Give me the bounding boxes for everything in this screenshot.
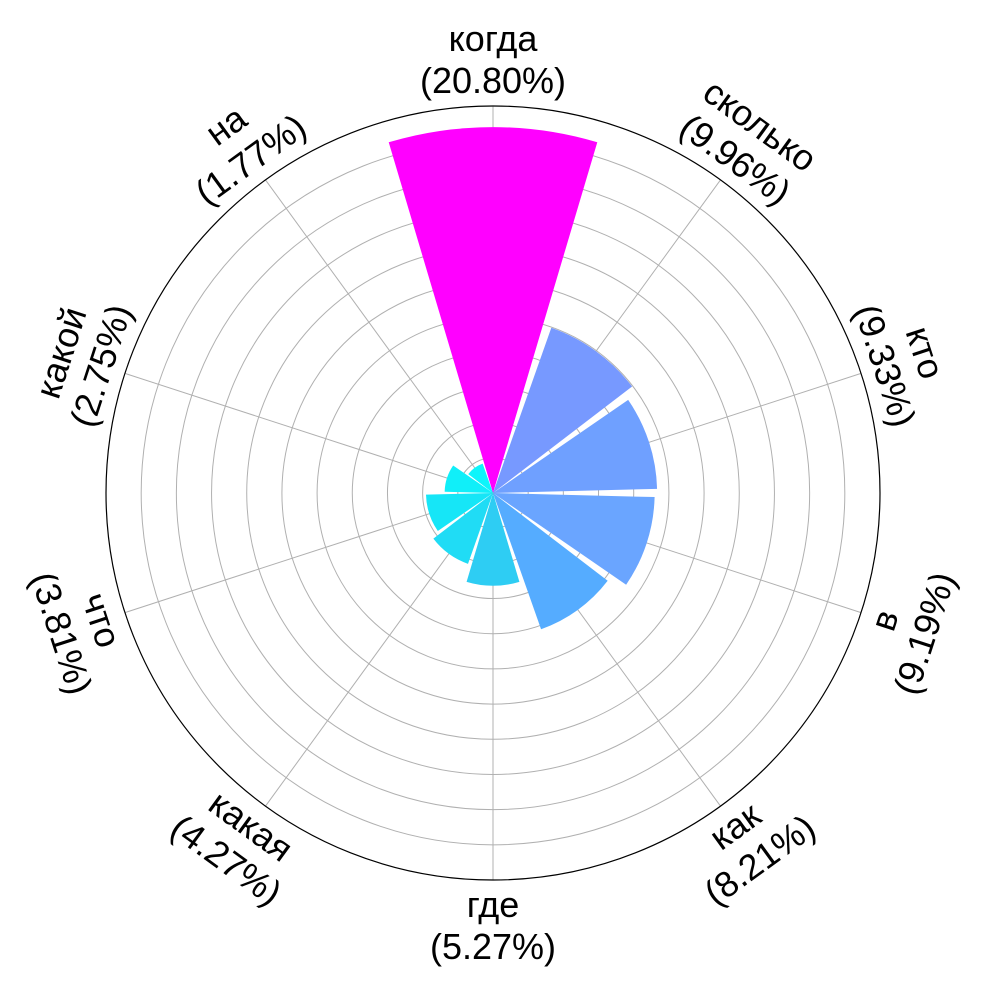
category-percent-label: (5.27%)	[430, 926, 556, 967]
category-label-group: что(3.81%)	[23, 567, 130, 700]
bar-10	[468, 463, 493, 493]
grid-spoke	[124, 372, 494, 494]
bar-5	[493, 493, 608, 630]
bar-9	[444, 465, 493, 493]
bar-3	[493, 399, 658, 493]
category-label-group: какая(4.27%)	[163, 782, 300, 913]
category-label-group: как(8.21%)	[697, 794, 823, 914]
category-label: когда	[449, 18, 539, 59]
category-label-group: на(1.77%)	[187, 96, 313, 212]
grid-spoke	[265, 179, 494, 494]
category-label-group: где(5.27%)	[430, 884, 556, 967]
category-label-group: сколько(9.96%)	[672, 71, 824, 213]
category-label: в	[862, 605, 907, 636]
bar-4	[493, 493, 655, 585]
bar-6	[466, 493, 520, 586]
bar-8	[426, 493, 493, 532]
category-label: где	[467, 884, 520, 925]
category-label-group: кто(9.33%)	[846, 299, 952, 432]
bar-1	[388, 127, 598, 493]
category-label-group: какой(2.75%)	[27, 299, 140, 432]
outer-ring	[105, 105, 881, 881]
category-label-group: в(9.19%)	[862, 567, 963, 700]
bar-layer	[388, 127, 658, 630]
category-label-group: когда(20.80%)	[420, 18, 566, 101]
bar-7	[433, 493, 493, 564]
bar-2	[493, 327, 633, 493]
category-percent-label: (20.80%)	[420, 60, 566, 101]
